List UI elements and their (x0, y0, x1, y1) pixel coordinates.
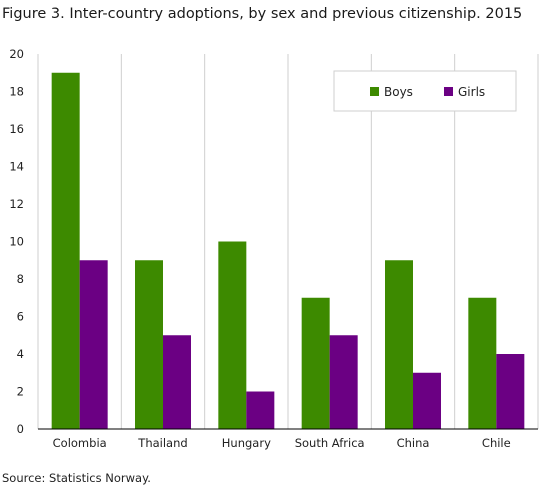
bar-girls-hungary (246, 391, 275, 429)
y-tick-label: 2 (17, 385, 24, 399)
bar-boys-chile (468, 297, 497, 429)
bar-boys-colombia (51, 72, 80, 429)
y-tick-label: 18 (9, 85, 24, 99)
x-tick-label: China (397, 436, 430, 450)
bar-boys-south-africa (301, 297, 330, 429)
y-tick-label: 16 (9, 122, 24, 136)
y-tick-label: 4 (17, 347, 24, 361)
y-tick-label: 20 (9, 47, 24, 61)
bar-boys-thailand (135, 260, 163, 429)
y-tick-label: 6 (17, 310, 24, 324)
source-note: Source: Statistics Norway. (2, 471, 151, 485)
x-tick-label: Hungary (222, 436, 271, 450)
y-tick-label: 8 (17, 272, 24, 286)
bar-girls-colombia (79, 260, 108, 429)
x-tick-label: Thailand (137, 436, 187, 450)
legend-swatch-boys (370, 87, 379, 96)
axis-layer: 0 2 4 6 8 10 12 14 16 18 20 Colombia Thailand Hungary… (9, 47, 538, 450)
bar-girls-china (413, 372, 441, 429)
bar-boys-hungary (218, 241, 247, 429)
y-tick-label: 10 (9, 235, 24, 249)
legend-label-girls: Girls (458, 85, 485, 99)
bar-girls-thailand (163, 335, 191, 429)
grid-layer (37, 54, 539, 429)
legend-box (333, 70, 517, 112)
x-tick-label: South Africa (295, 436, 365, 450)
legend-label-boys: Boys (384, 85, 413, 99)
y-tick-label: 12 (9, 197, 24, 211)
legend: Boys Girls (333, 70, 517, 112)
x-tick-label: Chile (482, 436, 511, 450)
legend-swatch-girls (444, 87, 453, 96)
chart-title: Figure 3. Inter-country adoptions, by se… (2, 6, 523, 22)
bar-boys-china (385, 260, 413, 429)
x-tick-label: Colombia (53, 436, 107, 450)
bars-layer (51, 72, 525, 429)
bar-girls-chile (496, 354, 525, 429)
y-tick-label: 0 (17, 422, 24, 436)
bar-girls-south-africa (329, 335, 358, 429)
y-tick-label: 14 (9, 160, 24, 174)
